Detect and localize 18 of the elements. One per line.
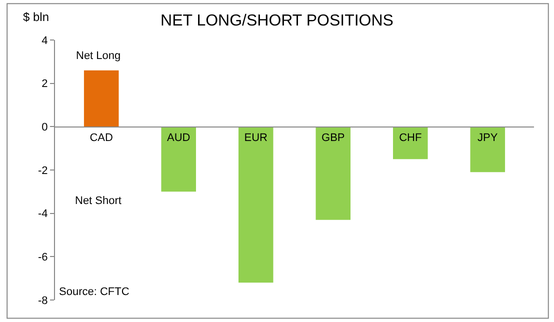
y-tick-label: 2 xyxy=(42,78,48,90)
annotation: Net Long xyxy=(76,50,121,62)
y-tick-label: -8 xyxy=(38,294,48,307)
x-tick-label: CAD xyxy=(90,132,114,144)
y-tick-label: -4 xyxy=(38,208,48,220)
x-tick-label: JPY xyxy=(478,132,498,144)
annotation: Net Short xyxy=(75,195,122,207)
annotation: Source: CFTC xyxy=(59,286,130,298)
y-tick-label: -2 xyxy=(38,164,48,177)
x-tick-label: AUD xyxy=(166,132,190,144)
chart-title: NET LONG/SHORT POSITIONS xyxy=(160,12,394,30)
y-axis-title: $ bln xyxy=(23,10,50,24)
x-tick-label: EUR xyxy=(244,132,268,144)
y-tick-label: 0 xyxy=(42,122,48,134)
y-tick-label: -6 xyxy=(38,252,48,264)
y-tick-label: 4 xyxy=(42,34,48,47)
x-tick-label: GBP xyxy=(322,132,345,144)
x-tick-label: CHF xyxy=(399,132,422,144)
